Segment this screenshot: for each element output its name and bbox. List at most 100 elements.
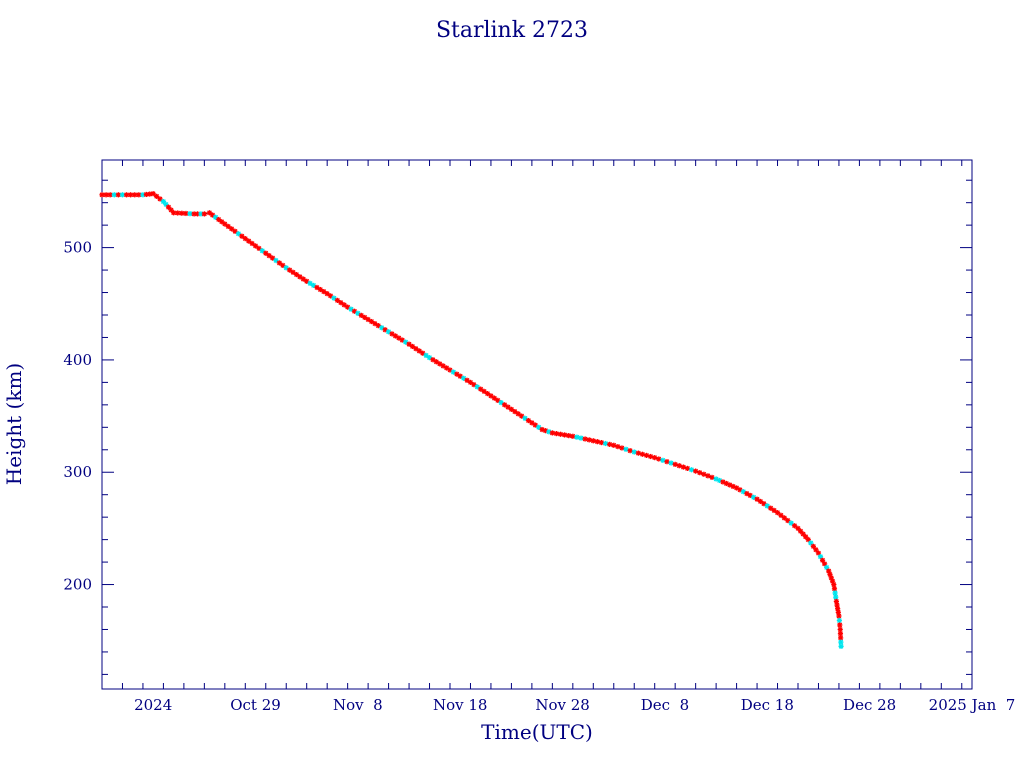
data-point — [586, 437, 592, 443]
data-point — [471, 382, 477, 388]
data-point — [338, 300, 344, 306]
data-point — [684, 465, 691, 472]
data-point — [594, 439, 600, 445]
data-point — [389, 331, 395, 337]
data-point — [467, 379, 474, 385]
data-point — [557, 431, 564, 437]
data-point — [103, 192, 109, 198]
x-tick-label: Dec 28 — [843, 696, 896, 714]
x-tick-label: 2025 Jan 7 — [929, 696, 1016, 714]
data-point — [433, 359, 439, 365]
data-point — [505, 404, 511, 410]
data-point — [791, 523, 798, 529]
data-point — [481, 388, 487, 394]
data-point — [132, 192, 138, 198]
data-point — [409, 343, 416, 350]
data-point — [406, 341, 412, 347]
data-point — [631, 449, 637, 455]
data-point — [300, 276, 306, 282]
data-point — [761, 501, 767, 507]
data-point — [837, 622, 843, 628]
data-point — [532, 422, 538, 428]
data-point — [639, 451, 646, 457]
data-point — [836, 613, 842, 619]
data-point — [413, 346, 419, 352]
data-point — [810, 543, 816, 549]
data-point — [709, 474, 715, 480]
data-point — [276, 260, 283, 266]
x-tick-label: Nov 28 — [535, 696, 590, 714]
data-point — [635, 450, 641, 456]
axis-ticks — [101, 160, 972, 689]
data-point — [623, 446, 629, 452]
data-point — [768, 505, 774, 511]
data-point — [399, 337, 405, 343]
x-tick-label: Dec 8 — [641, 696, 689, 714]
data-point — [239, 233, 245, 239]
data-point — [525, 417, 532, 424]
data-point — [372, 321, 378, 327]
data-point — [602, 440, 609, 447]
data-point — [570, 433, 576, 439]
data-point — [314, 284, 320, 291]
data-point — [536, 424, 542, 430]
data-point — [385, 329, 392, 335]
y-tick-label: 200 — [63, 576, 92, 594]
x-axis-label: Time(UTC) — [481, 720, 593, 744]
data-point — [229, 226, 235, 232]
y-tick-label: 300 — [63, 463, 92, 481]
data-point — [430, 357, 436, 363]
data-point — [771, 507, 777, 514]
data-point — [615, 444, 621, 450]
data-point — [283, 265, 289, 271]
data-point — [358, 312, 364, 318]
data-point — [324, 291, 330, 297]
data-point — [574, 434, 580, 440]
data-point — [705, 473, 711, 479]
data-point — [501, 402, 508, 408]
tick-labels: 200 300 400 500 2024 Oct 29 Nov 8 Nov 18 Nov 28 D… — [63, 239, 1015, 714]
data-point — [488, 393, 494, 399]
data-point — [512, 408, 518, 415]
data-point — [757, 498, 764, 505]
data-point — [817, 554, 824, 560]
data-point — [693, 468, 699, 474]
data-point — [611, 442, 617, 448]
data-point — [269, 255, 276, 261]
data-point — [491, 395, 497, 401]
data-point — [680, 464, 686, 470]
data-point — [252, 243, 259, 249]
y-tick-label: 400 — [63, 351, 92, 369]
data-point — [619, 445, 625, 451]
data-point — [222, 221, 228, 227]
data-point — [327, 293, 334, 299]
data-point — [819, 557, 826, 563]
data-point — [815, 550, 822, 556]
data-point — [160, 198, 167, 205]
data-point — [256, 245, 262, 251]
series-line-group — [102, 193, 842, 647]
data-point — [450, 369, 457, 375]
data-point — [607, 441, 613, 447]
data-point — [263, 250, 269, 256]
data-point — [652, 455, 658, 461]
data-point — [676, 463, 682, 469]
data-point — [382, 327, 388, 333]
data-point — [365, 316, 371, 323]
data-point — [478, 386, 484, 392]
data-point — [515, 411, 521, 417]
data-point — [297, 274, 303, 280]
data-point — [781, 515, 787, 521]
data-point — [838, 643, 844, 649]
data-point — [660, 457, 666, 463]
data-point — [529, 420, 535, 426]
data-point — [697, 470, 703, 476]
y-tick-label: 500 — [63, 239, 92, 257]
data-point — [420, 350, 426, 356]
data-point — [495, 397, 501, 403]
plot-area — [99, 159, 973, 690]
x-tick-label: Nov 18 — [433, 696, 488, 714]
data-point — [273, 257, 279, 264]
data-point — [280, 262, 286, 268]
